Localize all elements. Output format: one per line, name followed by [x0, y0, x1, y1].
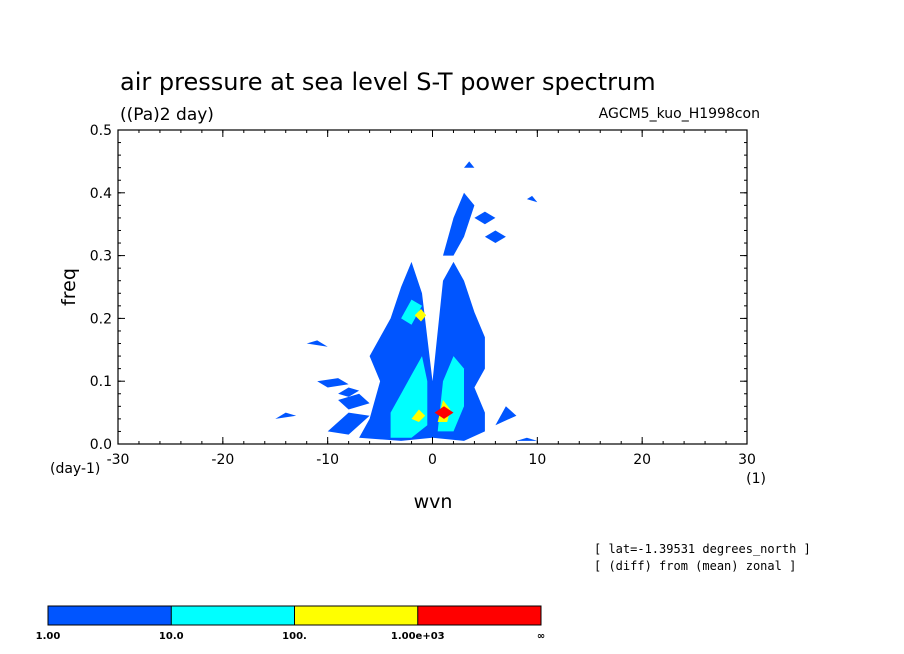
- x-tick-label: -20: [211, 452, 234, 468]
- y-axis-unit: (day-1): [50, 461, 100, 477]
- contour-region-14: [495, 406, 517, 426]
- contour-region-18: [411, 409, 426, 422]
- colorbar-segment: [48, 606, 172, 625]
- colorbar-label: 1.00e+03: [391, 631, 445, 642]
- colorbar: 1.00 10.0 100. 1.00e+03 ∞: [36, 605, 545, 642]
- x-tick-label: -30: [107, 452, 130, 468]
- contour-regions: [275, 161, 538, 441]
- contour-region-6: [338, 387, 360, 397]
- note-diff: [ (diff) from (mean) zonal ]: [594, 559, 796, 573]
- x-tick-label: 30: [738, 452, 756, 468]
- x-axis-label: wvn: [414, 491, 453, 513]
- contour-region-7: [275, 412, 297, 419]
- y-tick-label: 0.1: [90, 374, 112, 390]
- x-axis-unit: (1): [746, 471, 766, 487]
- colorbar-label: 100.: [282, 631, 307, 642]
- note-latitude: [ lat=-1.39531 degrees_north ]: [594, 542, 811, 556]
- y-tick-label: 0.0: [90, 437, 112, 453]
- contour-region-12: [464, 161, 475, 168]
- contour-region-9: [484, 230, 506, 243]
- x-tick-label: -10: [316, 452, 339, 468]
- contour-region-5: [317, 378, 349, 388]
- colorbar-segment: [171, 606, 295, 625]
- y-tick-label: 0.2: [90, 311, 112, 327]
- contour-region-21: [434, 406, 454, 419]
- contour-region-2: [443, 192, 475, 256]
- x-tick-label: 10: [528, 452, 546, 468]
- contour-region-8: [306, 340, 328, 347]
- contour-region-17: [401, 299, 422, 325]
- run-label: AGCM5_kuo_H1998con: [599, 106, 760, 122]
- contour-region-10: [474, 211, 496, 225]
- x-tick-label: 0: [428, 452, 437, 468]
- contour-region-20: [414, 309, 427, 322]
- colorbar-segment: [417, 606, 541, 625]
- y-axis-label: freq: [58, 268, 80, 306]
- colorbar-segment: [294, 606, 418, 625]
- axis-ticks: -30 -20 -10 0 10 20 30 0.0 0.1 0.2 0.3 0.4 0.5: [90, 123, 756, 468]
- contour-region-3: [327, 412, 370, 435]
- y-tick-label: 0.4: [90, 186, 112, 202]
- y-tick-label: 0.5: [90, 123, 112, 139]
- contour-region-4: [338, 393, 370, 410]
- colorbar-label: 10.0: [159, 631, 184, 642]
- chart-title: air pressure at sea level S-T power spec…: [120, 68, 656, 96]
- contour-region-11: [516, 437, 538, 441]
- contour-region-13: [526, 195, 538, 203]
- x-tick-label: 20: [633, 452, 651, 468]
- y-tick-label: 0.3: [90, 249, 112, 265]
- units-label: ((Pa)2 day): [120, 105, 214, 125]
- colorbar-label: 1.00: [36, 631, 61, 642]
- colorbar-label: ∞: [537, 631, 545, 642]
